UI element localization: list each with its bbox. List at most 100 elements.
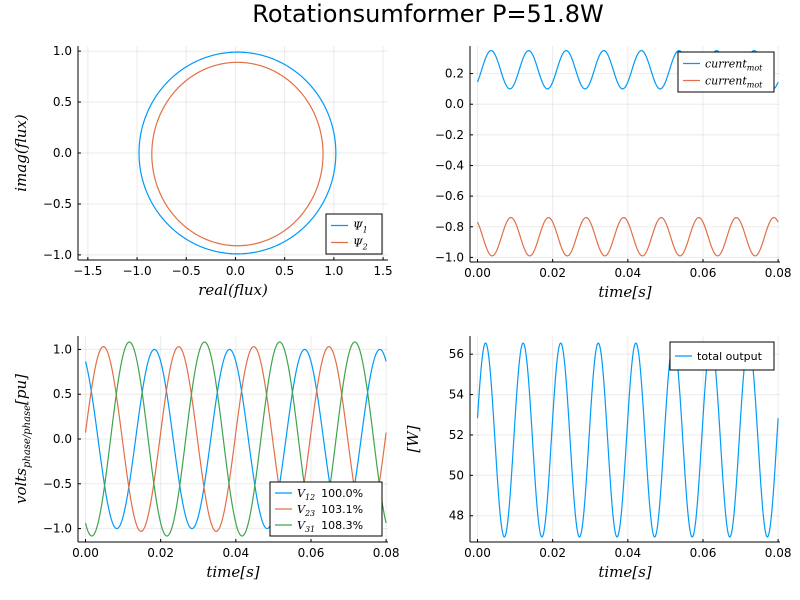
x-tick-label: 0.08 [765,546,792,560]
legend-name: current [705,75,747,88]
power-panel: 0.00 0.02 0.04 0.06 0.08 48 50 52 54 56 time[s] [W]… [404,336,791,581]
legend-subscript: 31 [305,525,315,534]
series-line-2 [151,61,324,247]
x-tick-label: 0.00 [72,546,99,560]
x-tick-label: 0.02 [539,266,566,280]
legend: total output [669,341,775,371]
series-line-2 [476,216,779,257]
current-panel: 0.00 0.02 0.04 0.06 0.08 −1.0 −0.8 −0.6 −0.4 −0.2… [435,46,792,301]
x-tick-label: 0.00 [464,266,491,280]
series-line-1 [476,342,779,538]
legend-name: V [297,519,306,532]
y-tick-label: 50 [449,468,464,482]
flux-panel: −1.5 −1.0 −0.5 0.0 0.5 1.0 1.5−1.0−0.50.00.51.… [12,44,393,299]
x-tick-label: 0.06 [690,266,717,280]
y-tick-label: 0.0 [53,432,72,446]
x-tick-label: 0.04 [614,546,641,560]
legend-name: V [297,503,306,516]
x-tick-label: 0.0 [226,264,245,278]
x-tick-label: 0.08 [373,546,400,560]
legend-subscript: mot [747,64,763,73]
y-axis-label-main: volts [12,468,30,504]
y-tick-label: −1.0 [435,250,464,264]
x-tick-label: 0.02 [539,546,566,560]
x-tick-label: 0.08 [765,266,792,280]
legend-entry: currentmot [705,58,763,73]
legend: V12 100.0%V23 103.1%V31 108.3% [269,481,383,537]
figure-title: Rotationsumformer P=51.8W [252,0,603,28]
x-tick-label: 1.5 [374,264,393,278]
y-tick-label: 0.0 [445,97,464,111]
x-tick-label: 0.02 [147,546,174,560]
x-tick-label: −1.5 [73,264,102,278]
legend-percent: 108.3% [321,519,363,532]
y-tick-label: −0.5 [43,477,72,491]
y-tick-label: −0.8 [435,220,464,234]
y-axis-label: [W] [404,425,422,452]
legend-entry: currentmot [705,75,763,90]
x-tick-label: 0.04 [222,546,249,560]
y-tick-label: −0.5 [43,197,72,211]
y-tick-label: 1.0 [53,342,72,356]
y-tick-label: −1.0 [43,248,72,262]
legend-name: Ψ [353,237,363,250]
x-axis-label: time[s] [598,283,651,301]
y-tick-label: 52 [449,428,464,442]
x-tick-label: −1.0 [122,264,151,278]
y-tick-label: −0.6 [435,189,464,203]
legend-percent: 100.0% [321,487,363,500]
legend-subscript: 23 [304,509,315,518]
y-tick-label: 0.5 [53,387,72,401]
legend-entry: Ψ2 [353,237,368,252]
x-axis-label: time[s] [598,563,651,581]
legend-entry: V23 103.1% [297,503,363,518]
y-axis-label-subscript: phase/phase [22,405,33,468]
legend-subscript: 2 [362,243,368,252]
legend-box [677,51,775,93]
x-tick-label: 0.06 [690,546,717,560]
y-tick-label: −1.0 [43,522,72,536]
legend-entry: V12 100.0% [297,487,363,502]
y-tick-label: 0.0 [53,146,72,160]
x-axis-label: time[s] [206,563,259,581]
series-line-1 [138,51,337,255]
legend-subscript: 1 [363,226,368,235]
y-tick-label: 0.2 [445,67,464,81]
y-tick-label: 48 [449,509,464,523]
y-axis-label-suffix: [pu] [12,374,30,405]
legend-name: total output [697,350,763,363]
x-tick-label: 0.00 [464,546,491,560]
legend-box [325,213,383,255]
legend-name: Ψ [353,220,363,233]
legend-entry: total output [697,350,763,363]
y-tick-label: −0.4 [435,158,464,172]
y-tick-label: −0.2 [435,128,464,142]
y-tick-label: 54 [449,388,464,402]
x-tick-label: −0.5 [172,264,201,278]
y-axis-label: voltsphase/phase[pu] [12,374,33,504]
voltage-panel: 0.00 0.02 0.04 0.06 0.08 −1.0 −0.5 0.0 0.5 1.0 tim… [12,336,399,581]
x-axis-label: real(flux) [198,281,268,299]
x-tick-label: 1.0 [324,264,343,278]
series-line-2 [84,346,387,532]
series-line-3 [84,341,387,537]
y-tick-label: 1.0 [53,44,72,58]
y-axis-label-main: [W] [404,425,422,452]
legend-entry: V31 108.3% [297,519,363,534]
y-tick-label: 0.5 [53,95,72,109]
y-axis-label: imag(flux) [12,114,30,192]
legend-box [669,341,775,371]
x-tick-label: 0.04 [614,266,641,280]
x-tick-label: 0.06 [298,546,325,560]
legend-name: V [297,487,306,500]
legend-percent: 103.1% [321,503,363,516]
x-tick-label: 0.5 [275,264,294,278]
legend-name: current [705,58,747,71]
legend-subscript: mot [747,81,763,90]
y-axis-label-main: imag(flux) [12,114,30,192]
legend-entry: Ψ1 [353,220,368,235]
legend-subscript: 12 [305,493,315,502]
y-tick-label: 56 [449,347,464,361]
